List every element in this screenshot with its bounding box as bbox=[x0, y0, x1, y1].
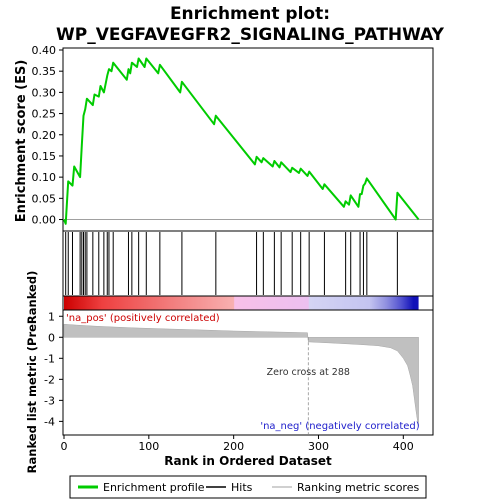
es-y-tick-label: 0.40 bbox=[32, 44, 57, 57]
positive-correlation-label: 'na_pos' (positively correlated) bbox=[66, 313, 220, 324]
metric-y-tick-label: 1 bbox=[48, 310, 55, 323]
metric-y-axis-label: Ranked list metric (PreRanked) bbox=[25, 271, 39, 474]
x-tick-label: 400 bbox=[393, 440, 414, 453]
es-panel: 0.00 0.05 0.10 0.15 0.20 0.25 0.30 0.35 0.40 Enr… bbox=[14, 44, 434, 232]
metric-y-tick-label: 0 bbox=[48, 331, 55, 344]
zero-cross-label: Zero cross at 288 bbox=[267, 367, 350, 378]
x-tick-label: 300 bbox=[308, 440, 329, 453]
metric-y-axis-ticks: 1 0 -1 -2 -3 -4 bbox=[44, 310, 63, 428]
x-tick-label: 0 bbox=[61, 440, 68, 453]
es-y-tick-label: 0.15 bbox=[32, 150, 57, 163]
metric-y-tick-label: -3 bbox=[44, 394, 55, 407]
es-y-tick-label: 0.30 bbox=[32, 86, 57, 99]
es-y-axis-ticks: 0.00 0.05 0.10 0.15 0.20 0.25 0.30 0.35 0.40 bbox=[32, 44, 63, 227]
x-tick-label: 200 bbox=[223, 440, 244, 453]
es-y-tick-label: 0.10 bbox=[32, 171, 57, 184]
chart-title-line1: Enrichment plot: bbox=[170, 4, 330, 24]
heat-bar-gradient bbox=[64, 296, 419, 310]
es-y-tick-label: 0.00 bbox=[32, 214, 57, 227]
metric-panel: 1 0 -1 -2 -3 -4 Zero cross at 288 'na_pos' (p… bbox=[25, 271, 434, 474]
enrichment-profile-line bbox=[63, 57, 420, 225]
legend-frame bbox=[69, 475, 427, 499]
hit-lines bbox=[65, 232, 398, 295]
x-tick-label: 100 bbox=[138, 440, 159, 453]
hits-panel-frame bbox=[62, 230, 434, 297]
metric-y-tick-label: -1 bbox=[44, 352, 55, 365]
ranking-heat-bar bbox=[62, 295, 434, 311]
es-panel-frame bbox=[62, 47, 434, 232]
metric-panel-frame bbox=[62, 309, 434, 436]
es-y-tick-label: 0.35 bbox=[32, 65, 57, 78]
es-y-tick-label: 0.05 bbox=[32, 192, 57, 205]
metric-y-tick-label: -2 bbox=[44, 373, 55, 386]
chart-title-line2: WP_VEGFAVEGFR2_SIGNALING_PATHWAY bbox=[56, 25, 445, 45]
legend-label-ranking-metric: Ranking metric scores bbox=[297, 481, 419, 494]
legend-label-enrichment-profile: Enrichment profile bbox=[103, 481, 205, 494]
legend: Enrichment profile Hits Ranking metric s… bbox=[69, 475, 427, 499]
x-axis-ticks: 0 100 200 300 400 bbox=[61, 435, 414, 453]
es-y-tick-label: 0.20 bbox=[32, 129, 57, 142]
legend-label-hits: Hits bbox=[231, 481, 253, 494]
es-y-tick-label: 0.25 bbox=[32, 108, 57, 121]
hits-panel bbox=[62, 230, 434, 297]
ranking-metric-area bbox=[63, 323, 419, 426]
metric-y-tick-label: -4 bbox=[44, 415, 55, 428]
x-axis-label: Rank in Ordered Dataset bbox=[164, 454, 332, 468]
es-y-axis-label: Enrichment score (ES) bbox=[14, 60, 29, 223]
negative-correlation-label: 'na_neg' (negatively correlated) bbox=[260, 421, 419, 432]
